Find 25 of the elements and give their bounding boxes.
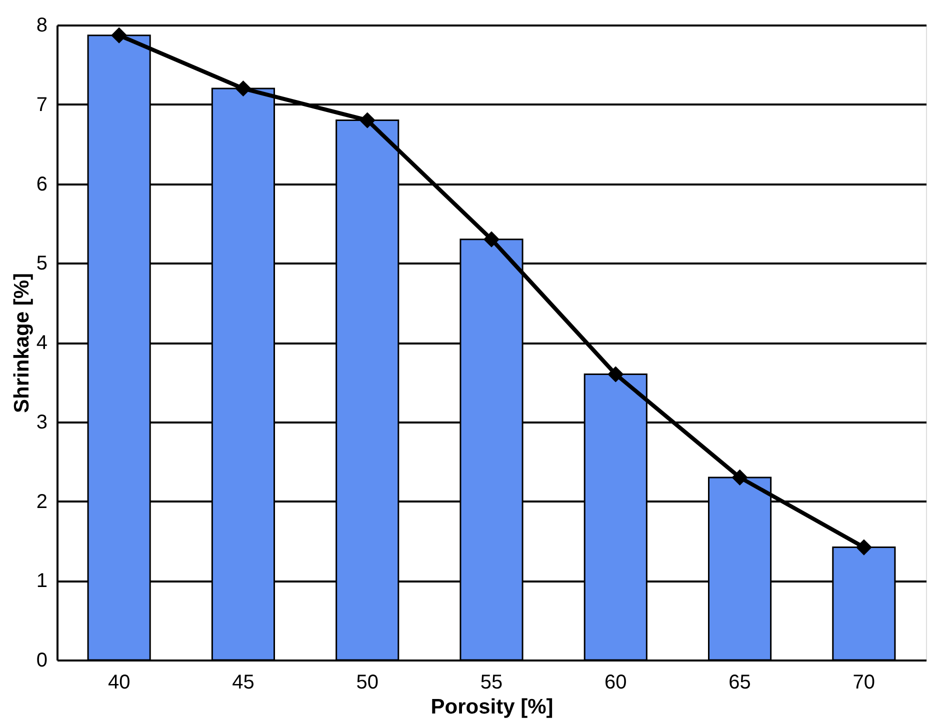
y-tick-label: 1 xyxy=(36,570,48,592)
x-tick-label: 55 xyxy=(480,672,503,694)
y-tick-label: 5 xyxy=(36,252,48,275)
x-tick-label: 50 xyxy=(356,672,378,694)
y-axis-title: Shrinkage [%] xyxy=(10,272,34,414)
point xyxy=(111,27,128,44)
x-tick-label: 60 xyxy=(604,672,627,694)
x-tick-label: 45 xyxy=(232,672,254,694)
x-tick-label: 70 xyxy=(852,672,876,694)
point xyxy=(359,112,376,128)
y-tick-label: 0 xyxy=(36,650,48,672)
y-tick-label: 7 xyxy=(36,94,48,116)
point xyxy=(856,539,872,556)
point xyxy=(235,80,252,97)
x-tick-label: 40 xyxy=(108,672,130,694)
y-tick-label: 3 xyxy=(36,411,48,434)
point xyxy=(608,366,624,382)
y-tick-label: 2 xyxy=(36,490,48,513)
y-tick-label: 4 xyxy=(36,332,48,354)
y-tick-label: 6 xyxy=(36,173,48,196)
point xyxy=(483,231,500,248)
point xyxy=(732,469,748,486)
x-tick-label: 65 xyxy=(728,672,751,694)
y-tick-label: 8 xyxy=(36,14,48,36)
x-axis-title: Porosity [%] xyxy=(430,696,554,718)
